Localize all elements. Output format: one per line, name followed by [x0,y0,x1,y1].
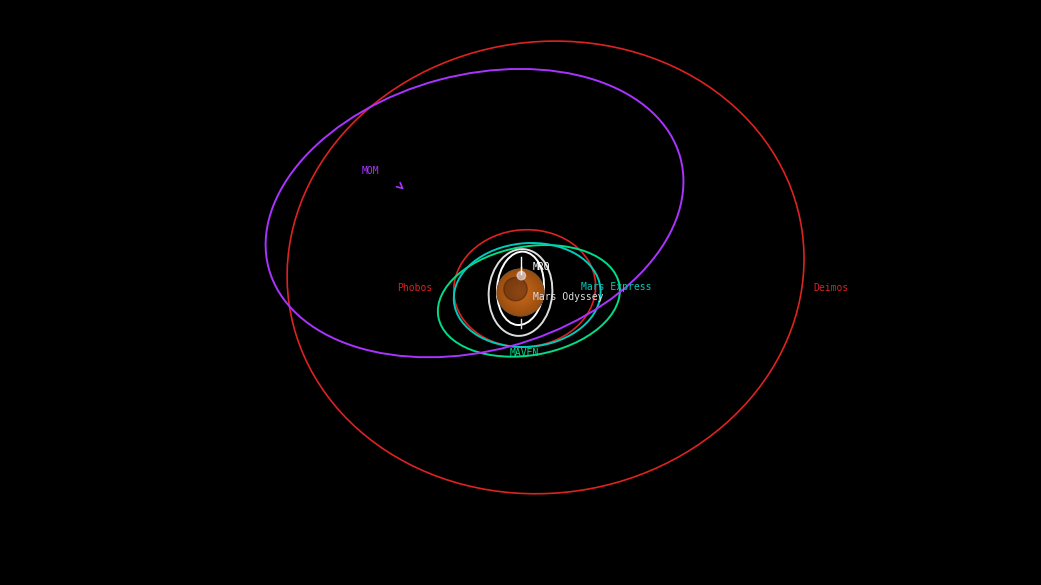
Circle shape [507,278,534,307]
Circle shape [499,270,542,315]
Circle shape [498,269,543,316]
Circle shape [519,291,522,294]
Circle shape [511,283,530,302]
Text: Deimos: Deimos [813,283,848,293]
Circle shape [511,284,530,301]
Circle shape [504,277,527,301]
Circle shape [502,274,539,311]
Circle shape [500,272,541,313]
Text: MOM: MOM [361,166,379,176]
Circle shape [503,275,538,310]
Circle shape [506,278,535,307]
Circle shape [499,271,542,314]
Circle shape [506,277,535,308]
Circle shape [518,290,523,295]
Circle shape [513,285,528,300]
Circle shape [502,273,539,312]
Circle shape [510,283,531,302]
Text: Phobos: Phobos [398,283,433,293]
Circle shape [512,284,529,301]
Circle shape [505,277,536,308]
Circle shape [519,292,522,293]
Circle shape [514,287,527,298]
Text: MRO: MRO [533,263,551,273]
Circle shape [504,276,537,309]
Circle shape [508,280,533,305]
Circle shape [501,273,540,312]
Circle shape [500,271,541,314]
Circle shape [510,282,531,303]
Circle shape [503,274,538,311]
Circle shape [518,291,523,294]
Circle shape [509,281,532,304]
Circle shape [517,290,524,295]
Circle shape [507,279,534,306]
Text: MAVEN: MAVEN [510,347,539,357]
Circle shape [508,280,533,305]
Circle shape [514,286,527,299]
Circle shape [517,271,526,280]
Circle shape [504,276,537,309]
Circle shape [516,288,525,297]
Text: Mars Express: Mars Express [581,281,652,292]
Circle shape [517,289,524,296]
Text: Mars Odyssey: Mars Odyssey [533,292,604,302]
Circle shape [498,270,543,315]
Circle shape [513,285,528,300]
Circle shape [515,288,526,297]
Circle shape [515,287,526,298]
